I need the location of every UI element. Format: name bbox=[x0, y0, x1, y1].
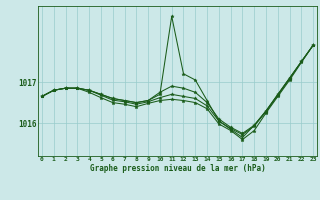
X-axis label: Graphe pression niveau de la mer (hPa): Graphe pression niveau de la mer (hPa) bbox=[90, 164, 266, 173]
